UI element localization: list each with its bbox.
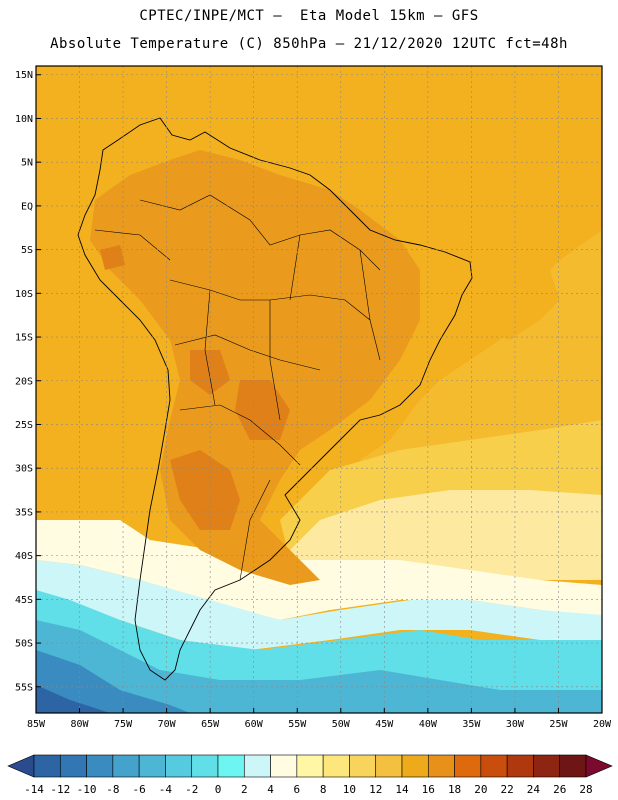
colorbar-label: 22 [501, 783, 514, 796]
colorbar-label: 0 [215, 783, 222, 796]
colorbar-label: 20 [474, 783, 487, 796]
colorbar-label: 16 [422, 783, 435, 796]
lat-label: 10N [15, 114, 33, 125]
lon-label: 35W [462, 719, 481, 730]
lon-label: 30W [506, 719, 525, 730]
lat-grid [36, 74, 602, 688]
longitude-labels: 85W 80W 75W 70W 65W 60W 55W 50W 45W 40W 35W 30W 25W 2… [27, 708, 612, 730]
colorbar-swatch [112, 754, 140, 778]
colorbar-swatch [86, 754, 114, 778]
colorbar-swatch [454, 754, 482, 778]
colorbar-label: 24 [527, 783, 541, 796]
colorbar-swatch [191, 754, 219, 778]
lat-label: 45S [15, 595, 33, 606]
continent-outline [77, 117, 473, 681]
map-title-line2: Absolute Temperature (C) 850hPa – 21/12/… [50, 36, 568, 52]
colorbar-label: -14 [24, 783, 44, 796]
colorbar-label: 8 [320, 783, 327, 796]
colorbar-label: 26 [553, 783, 566, 796]
colorbar-swatch [375, 754, 403, 778]
field-mild-atlantic [360, 66, 602, 480]
lat-label: 30S [15, 464, 33, 475]
colorbar-label: -4 [159, 783, 173, 796]
colorbar-label: -10 [77, 783, 97, 796]
colorbar-swatch [243, 754, 271, 778]
field-deep [36, 685, 110, 713]
colorbar-swatch [506, 754, 534, 778]
colorbar: -14 -12 -10 -8 -6 -4 -2 0 2 4 6 8 10 12 14 16 18 20 22 24 26… [7, 754, 613, 796]
map-frame [35, 65, 603, 714]
lon-label: 70W [158, 719, 177, 730]
field-hottest-spots [100, 245, 290, 530]
lon-label: 50W [332, 719, 351, 730]
lon-label: 75W [114, 719, 133, 730]
field-chill [36, 560, 602, 650]
lat-label: EQ [21, 201, 33, 212]
lon-label: 25W [549, 719, 568, 730]
colorbar-swatch [559, 754, 587, 778]
lat-label: 25S [15, 420, 33, 431]
lon-label: 45W [375, 719, 394, 730]
colorbar-label: 14 [395, 783, 409, 796]
colorbar-swatch [480, 754, 508, 778]
lat-label: 10S [15, 289, 33, 300]
colorbar-swatch [270, 754, 298, 778]
colorbar-swatch [165, 754, 193, 778]
colorbar-swatch [533, 754, 561, 778]
lon-label: 55W [288, 719, 307, 730]
colorbar-swatch [401, 754, 429, 778]
map-title-line1: CPTEC/INPE/MCT – Eta Model 15km – GFS [139, 8, 479, 24]
colorbar-label: 28 [579, 783, 592, 796]
colorbar-label: -12 [50, 783, 70, 796]
colorbar-max-arrow [585, 754, 613, 778]
colorbar-swatch [217, 754, 245, 778]
lon-label: 80W [71, 719, 90, 730]
field-warm-coast [460, 240, 560, 340]
field-cold [36, 520, 602, 620]
lat-label: 15S [15, 333, 33, 344]
colorbar-label: -8 [106, 783, 119, 796]
field-hot-continent [90, 150, 420, 585]
lon-label: 85W [27, 719, 46, 730]
colorbar-swatch [138, 754, 166, 778]
lon-label: 40W [419, 719, 438, 730]
colorbar-label: 2 [241, 783, 248, 796]
lat-label: 40S [15, 551, 33, 562]
colorbar-swatch [296, 754, 324, 778]
colorbar-swatch [59, 754, 87, 778]
colorbar-swatch [427, 754, 455, 778]
lon-label: 65W [201, 719, 220, 730]
colorbar-label: 6 [294, 783, 301, 796]
colorbar-label: -2 [185, 783, 198, 796]
field-blue [36, 650, 190, 713]
colorbar-min-arrow [7, 754, 35, 778]
colorbar-swatch [322, 754, 350, 778]
colorbar-swatch [33, 754, 61, 778]
colorbar-label: -6 [133, 783, 146, 796]
colorbar-label: 4 [267, 783, 274, 796]
lat-label: 35S [15, 507, 33, 518]
lat-label: 15N [15, 70, 33, 81]
lat-label: 5S [21, 245, 33, 256]
lat-label: 55S [15, 682, 33, 693]
lon-label: 60W [245, 719, 264, 730]
colorbar-swatch [349, 754, 377, 778]
lat-label: 5N [21, 158, 33, 169]
lat-label: 50S [15, 639, 33, 650]
lat-label: 20S [15, 376, 33, 387]
latitude-labels: 15N 10N 5N EQ 5S 10S 15S 20S 25S 30S 35S 40S 45S 50S 5… [15, 70, 41, 693]
field-cyan [36, 620, 602, 713]
colorbar-label: 12 [369, 783, 382, 796]
colorbar-label: 10 [343, 783, 356, 796]
country-borders [94, 194, 381, 581]
colorbar-label: 18 [448, 783, 461, 796]
lon-label: 20W [593, 719, 612, 730]
